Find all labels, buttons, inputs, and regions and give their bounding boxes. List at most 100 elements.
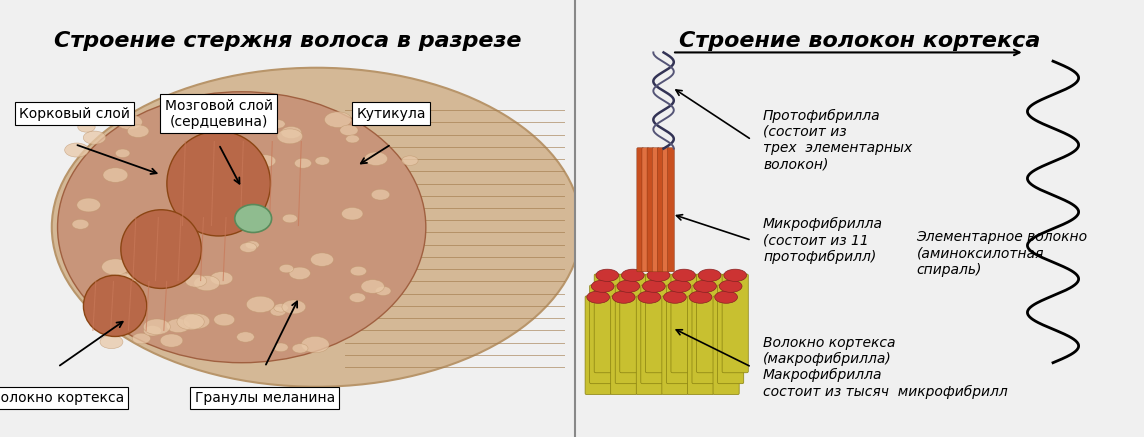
Text: Мозговой слой
(сердцевина): Мозговой слой (сердцевина) (165, 98, 272, 129)
Ellipse shape (185, 274, 207, 287)
Text: Корковый слой: Корковый слой (19, 107, 130, 121)
Ellipse shape (698, 269, 721, 281)
FancyBboxPatch shape (636, 296, 662, 395)
Ellipse shape (345, 135, 359, 143)
Ellipse shape (281, 300, 305, 314)
Ellipse shape (173, 215, 197, 230)
FancyBboxPatch shape (615, 285, 642, 384)
Ellipse shape (144, 326, 161, 336)
FancyBboxPatch shape (642, 148, 649, 272)
Ellipse shape (281, 126, 302, 139)
Ellipse shape (214, 314, 235, 326)
Ellipse shape (78, 122, 95, 132)
Text: Волокно кортекса: Волокно кортекса (0, 391, 125, 405)
Ellipse shape (273, 304, 288, 312)
Ellipse shape (340, 125, 358, 135)
Ellipse shape (591, 280, 614, 292)
Ellipse shape (240, 243, 256, 252)
Ellipse shape (289, 267, 310, 280)
Ellipse shape (693, 280, 716, 292)
Text: Кутикула: Кутикула (357, 107, 426, 121)
Ellipse shape (270, 120, 285, 128)
Ellipse shape (148, 242, 172, 257)
Ellipse shape (180, 164, 207, 180)
Ellipse shape (715, 291, 738, 303)
Ellipse shape (294, 158, 311, 168)
Ellipse shape (102, 259, 129, 275)
Ellipse shape (57, 92, 426, 363)
Ellipse shape (210, 272, 232, 285)
Ellipse shape (612, 291, 635, 303)
Text: Протофибрилла
(состоит из
трех  элементарных
волокон): Протофибрилла (состоит из трех элементар… (763, 108, 912, 171)
FancyBboxPatch shape (585, 296, 611, 395)
Ellipse shape (292, 344, 308, 353)
FancyBboxPatch shape (658, 148, 665, 272)
Ellipse shape (596, 269, 619, 281)
Ellipse shape (724, 269, 747, 281)
FancyBboxPatch shape (668, 148, 674, 272)
Ellipse shape (72, 219, 89, 229)
Text: Волокно кортекса
(макрофибрилла)
Макрофибрилла
состоит из тысяч  микрофибрилл: Волокно кортекса (макрофибрилла) Макрофи… (763, 336, 1008, 399)
Ellipse shape (77, 198, 101, 212)
Ellipse shape (621, 269, 644, 281)
Ellipse shape (375, 286, 391, 295)
Ellipse shape (325, 112, 351, 128)
FancyBboxPatch shape (692, 285, 718, 384)
FancyBboxPatch shape (594, 274, 620, 373)
Ellipse shape (117, 114, 142, 129)
Text: Микрофибрилла
(состоит из 11
протофибрилл): Микрофибрилла (состоит из 11 протофибрил… (763, 217, 883, 264)
Ellipse shape (315, 156, 329, 165)
Ellipse shape (638, 291, 661, 303)
Ellipse shape (121, 210, 201, 288)
Ellipse shape (365, 152, 388, 166)
Ellipse shape (277, 129, 303, 144)
Ellipse shape (103, 168, 128, 182)
Ellipse shape (587, 291, 610, 303)
FancyBboxPatch shape (662, 296, 688, 395)
Text: Элементарное волокно
(аминоксилотная
спираль): Элементарное волокно (аминоксилотная спи… (916, 230, 1088, 277)
Ellipse shape (689, 291, 712, 303)
Ellipse shape (350, 266, 366, 276)
Circle shape (235, 205, 271, 232)
FancyBboxPatch shape (641, 285, 667, 384)
Ellipse shape (273, 343, 288, 352)
FancyBboxPatch shape (722, 274, 748, 373)
Ellipse shape (342, 208, 363, 220)
Ellipse shape (84, 131, 105, 144)
FancyBboxPatch shape (611, 296, 637, 395)
Ellipse shape (643, 280, 666, 292)
Ellipse shape (198, 116, 214, 125)
Ellipse shape (283, 214, 297, 223)
Ellipse shape (168, 263, 192, 277)
FancyBboxPatch shape (662, 148, 669, 272)
Ellipse shape (301, 336, 329, 353)
Ellipse shape (184, 104, 212, 120)
Ellipse shape (116, 149, 130, 158)
FancyBboxPatch shape (648, 148, 654, 272)
Ellipse shape (193, 276, 220, 291)
FancyBboxPatch shape (645, 274, 672, 373)
Ellipse shape (127, 269, 148, 281)
FancyBboxPatch shape (713, 296, 739, 395)
FancyBboxPatch shape (589, 285, 615, 384)
Ellipse shape (270, 307, 286, 316)
Ellipse shape (384, 106, 410, 121)
Ellipse shape (617, 280, 639, 292)
Ellipse shape (664, 291, 686, 303)
Ellipse shape (65, 143, 89, 157)
FancyBboxPatch shape (688, 296, 714, 395)
Ellipse shape (362, 280, 384, 293)
Ellipse shape (372, 189, 390, 200)
FancyBboxPatch shape (652, 148, 659, 272)
Ellipse shape (166, 319, 190, 333)
Ellipse shape (245, 241, 260, 249)
Ellipse shape (246, 296, 275, 312)
Ellipse shape (143, 319, 170, 335)
Ellipse shape (177, 314, 205, 330)
Ellipse shape (100, 335, 122, 349)
Ellipse shape (279, 264, 294, 273)
Text: Гранулы меланина: Гранулы меланина (194, 391, 335, 405)
Text: Строение стержня волоса в разрезе: Строение стержня волоса в разрезе (54, 31, 522, 51)
Ellipse shape (310, 253, 334, 266)
Ellipse shape (673, 269, 696, 281)
